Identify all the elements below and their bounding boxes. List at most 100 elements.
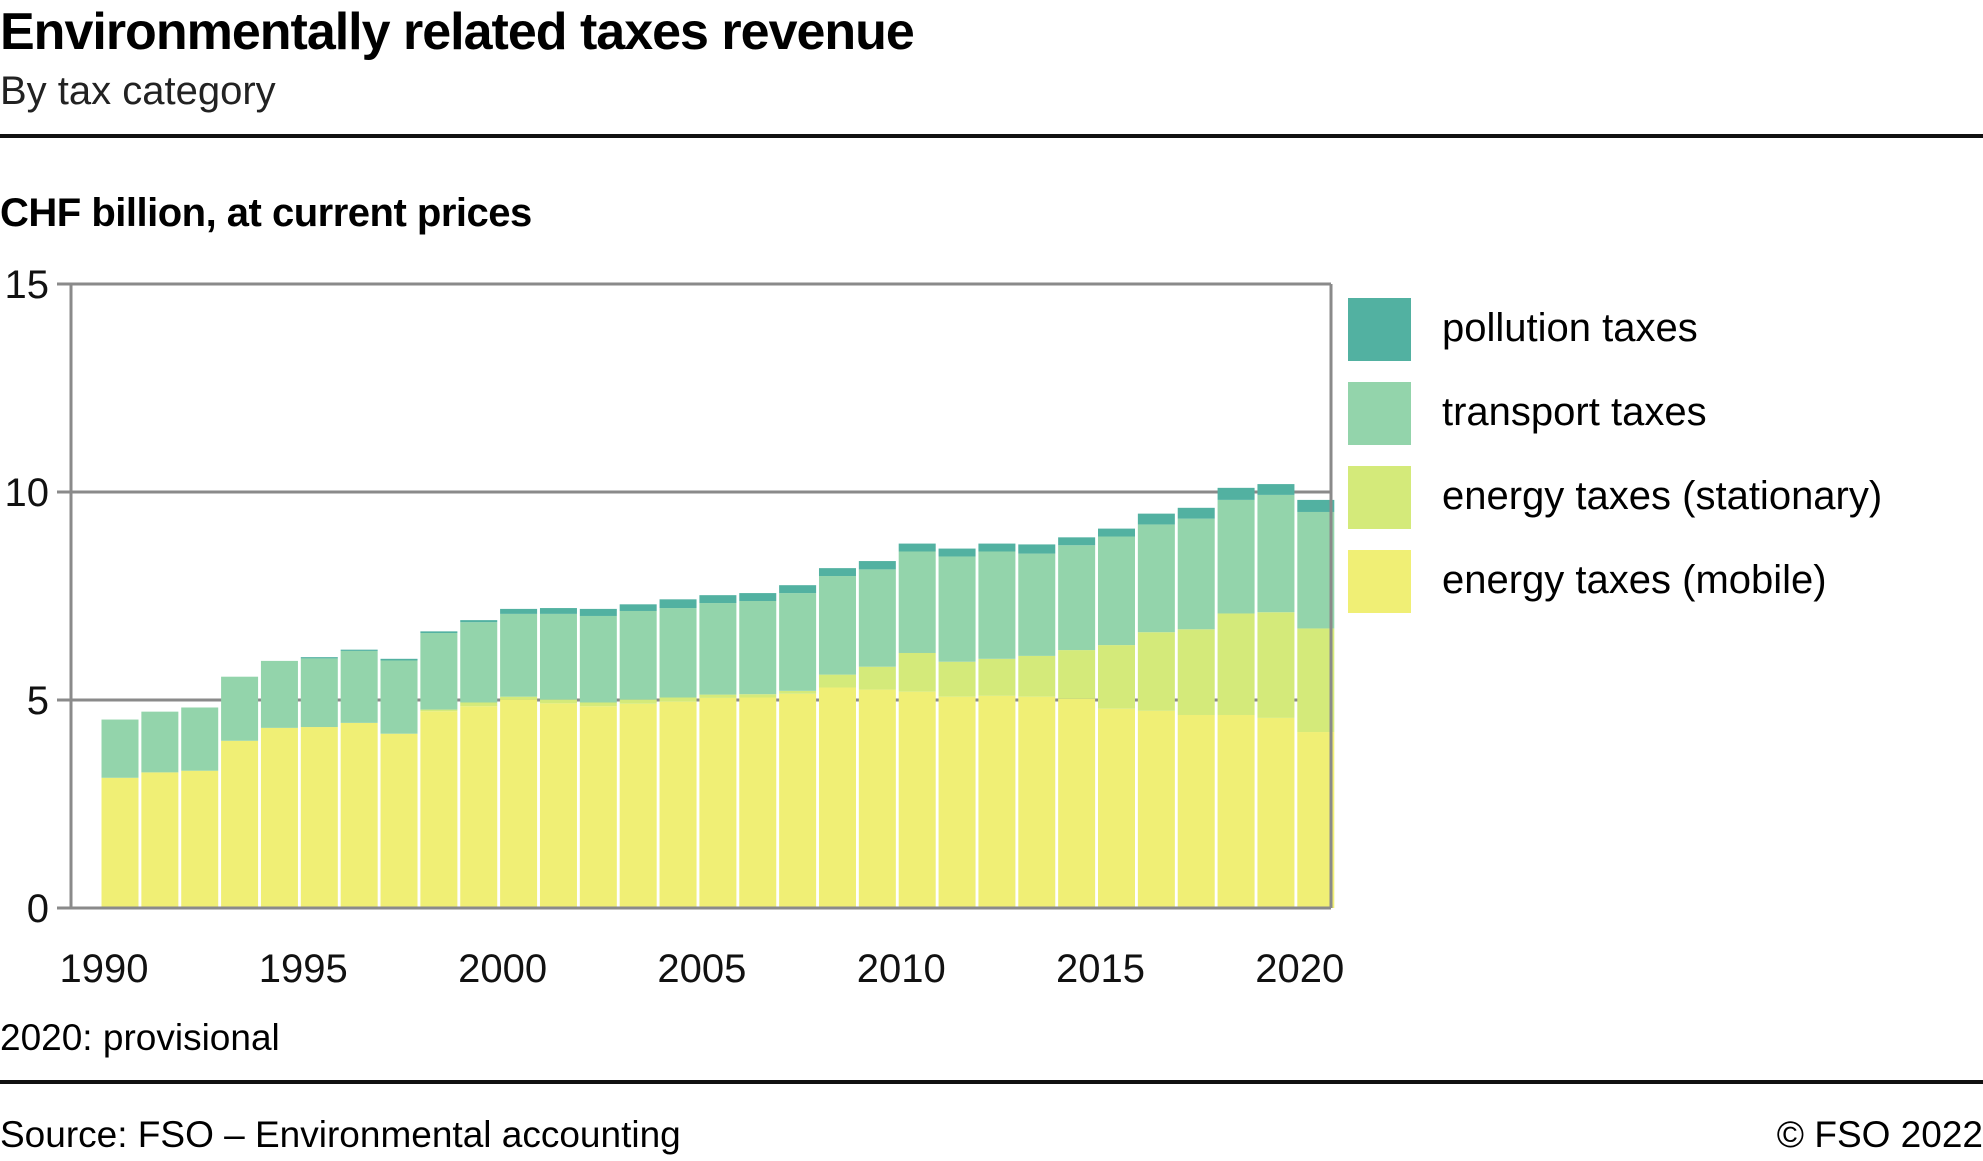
x-tick-labels: 1990 1995 2000 2005 2010 2015 2020 [60, 947, 1345, 991]
legend-swatch [1348, 382, 1411, 445]
bar-segment-energy-taxes-stationary [1098, 645, 1135, 709]
axes [57, 284, 1333, 910]
bar-segment-transport-taxes [141, 711, 179, 773]
legend-swatch [1348, 550, 1411, 613]
legend-label: transport taxes [1442, 390, 1707, 434]
bar-segment-energy-taxes-mobile [699, 697, 737, 908]
bar-segment-transport-taxes [699, 603, 737, 695]
bar-segment-energy-taxes-mobile [1137, 710, 1175, 908]
bar-segment-pollution-taxes [1137, 513, 1175, 525]
bar-segment-energy-taxes-mobile [460, 706, 498, 908]
y-tick-label: 0 [27, 887, 49, 931]
bar-segment-energy-taxes-stationary [1257, 612, 1295, 718]
legend-swatch [1348, 466, 1411, 529]
bar-segment-energy-taxes-stationary [779, 690, 817, 694]
bar-segment-energy-taxes-mobile [1098, 708, 1135, 908]
bar-segment-energy-taxes-mobile [978, 695, 1016, 908]
legend-label: energy taxes (mobile) [1442, 558, 1827, 602]
bar-segment-transport-taxes [1098, 536, 1135, 646]
bar-segment-energy-taxes-mobile [1177, 714, 1215, 908]
bar-segment-transport-taxes [181, 707, 219, 771]
bar-segment-energy-taxes-mobile [539, 703, 577, 908]
bar-segment-transport-taxes [858, 569, 896, 667]
bar-segment-transport-taxes [300, 658, 338, 728]
bar-segment-energy-taxes-stationary [539, 699, 577, 704]
bar-segment-transport-taxes [659, 608, 697, 698]
bar-segment-energy-taxes-stationary [460, 702, 498, 707]
bar-segment-energy-taxes-mobile [380, 733, 418, 908]
bar-segment-pollution-taxes [300, 657, 338, 659]
bar-segment-energy-taxes-stationary [858, 666, 896, 690]
bar-segment-energy-taxes-mobile [739, 697, 777, 908]
bar-segment-energy-taxes-mobile [1058, 698, 1096, 908]
bar-segment-energy-taxes-mobile [1297, 732, 1335, 908]
legend-swatch [1348, 298, 1411, 361]
stacked-bar-chart: 0 5 10 15 1990 1995 2000 2005 2010 2015 2020 [5, 263, 1345, 991]
y-tick-label: 5 [27, 679, 49, 723]
bar-segment-pollution-taxes [938, 548, 976, 557]
x-tick-label: 2015 [1056, 947, 1145, 991]
bar-segment-transport-taxes [1297, 511, 1335, 629]
bar-segment-transport-taxes [619, 610, 657, 700]
bar-segment-transport-taxes [101, 719, 139, 778]
bar-segment-transport-taxes [1137, 524, 1175, 633]
footnote: 2020: provisional [0, 1017, 280, 1058]
bar-segment-pollution-taxes [500, 608, 538, 614]
bar-segment-pollution-taxes [1297, 499, 1335, 512]
bar-segment-energy-taxes-stationary [818, 674, 856, 688]
bar-segment-energy-taxes-mobile [420, 711, 458, 908]
bar-segment-energy-taxes-mobile [101, 777, 139, 908]
bar-segment-energy-taxes-mobile [659, 701, 697, 908]
x-tick-label: 2020 [1255, 947, 1344, 991]
bar-segment-energy-taxes-stationary [699, 694, 737, 698]
bar-segment-transport-taxes [1257, 494, 1295, 613]
bar-segment-transport-taxes [1217, 499, 1255, 614]
bar-segment-energy-taxes-mobile [141, 772, 179, 908]
bar-segment-energy-taxes-mobile [818, 687, 856, 908]
bar-segment-energy-taxes-stationary [1018, 655, 1056, 697]
bar-segment-energy-taxes-stationary [500, 696, 538, 700]
bar-segment-energy-taxes-mobile [1257, 717, 1295, 908]
bar-segment-pollution-taxes [1058, 537, 1096, 546]
bar-segment-energy-taxes-stationary [1217, 613, 1255, 715]
footer-divider [0, 1080, 1983, 1084]
bar-segment-pollution-taxes [1177, 507, 1215, 519]
bar-segment-transport-taxes [1018, 553, 1056, 656]
chart-title: Environmentally related taxes revenue [0, 3, 915, 61]
x-tick-label: 1990 [60, 947, 149, 991]
header-divider [0, 134, 1983, 138]
bar-segment-energy-taxes-stationary [659, 697, 697, 702]
y-tick-label: 15 [5, 263, 50, 307]
bar-segment-energy-taxes-mobile [779, 693, 817, 908]
bar-segment-energy-taxes-stationary [1137, 632, 1175, 711]
bar-segment-pollution-taxes [460, 620, 498, 623]
y-tick-labels: 0 5 10 15 [5, 263, 50, 931]
bar-segment-pollution-taxes [340, 649, 378, 651]
bar-segment-transport-taxes [460, 622, 498, 703]
bar-segment-energy-taxes-stationary [420, 709, 458, 712]
bar-segment-energy-taxes-mobile [300, 727, 338, 908]
bar-segment-pollution-taxes [579, 608, 617, 616]
bar-segment-energy-taxes-mobile [260, 727, 298, 908]
bar-segment-energy-taxes-mobile [340, 722, 378, 908]
bar-segment-pollution-taxes [619, 604, 657, 611]
bar-segment-transport-taxes [1058, 545, 1096, 651]
x-tick-label: 2005 [657, 947, 746, 991]
bar-segment-energy-taxes-mobile [1217, 714, 1255, 908]
bar-segment-pollution-taxes [818, 568, 856, 577]
bar-segment-transport-taxes [221, 676, 259, 741]
bar-segment-pollution-taxes [779, 585, 817, 594]
bar-segment-transport-taxes [420, 633, 458, 710]
copyright-text: © FSO 2022 [1776, 1114, 1983, 1155]
bar-segment-pollution-taxes [539, 608, 577, 614]
bar-segment-pollution-taxes [380, 658, 418, 661]
bar-segment-transport-taxes [260, 660, 298, 728]
bar-segment-pollution-taxes [739, 593, 777, 601]
x-tick-label: 1995 [259, 947, 348, 991]
bar-segment-transport-taxes [500, 613, 538, 697]
bar-segment-pollution-taxes [1217, 487, 1255, 500]
chart-subtitle: By tax category [0, 69, 276, 113]
bar-segment-energy-taxes-stationary [1297, 628, 1335, 733]
bar-segment-energy-taxes-stationary [938, 661, 976, 697]
bar-segment-energy-taxes-stationary [898, 652, 936, 692]
